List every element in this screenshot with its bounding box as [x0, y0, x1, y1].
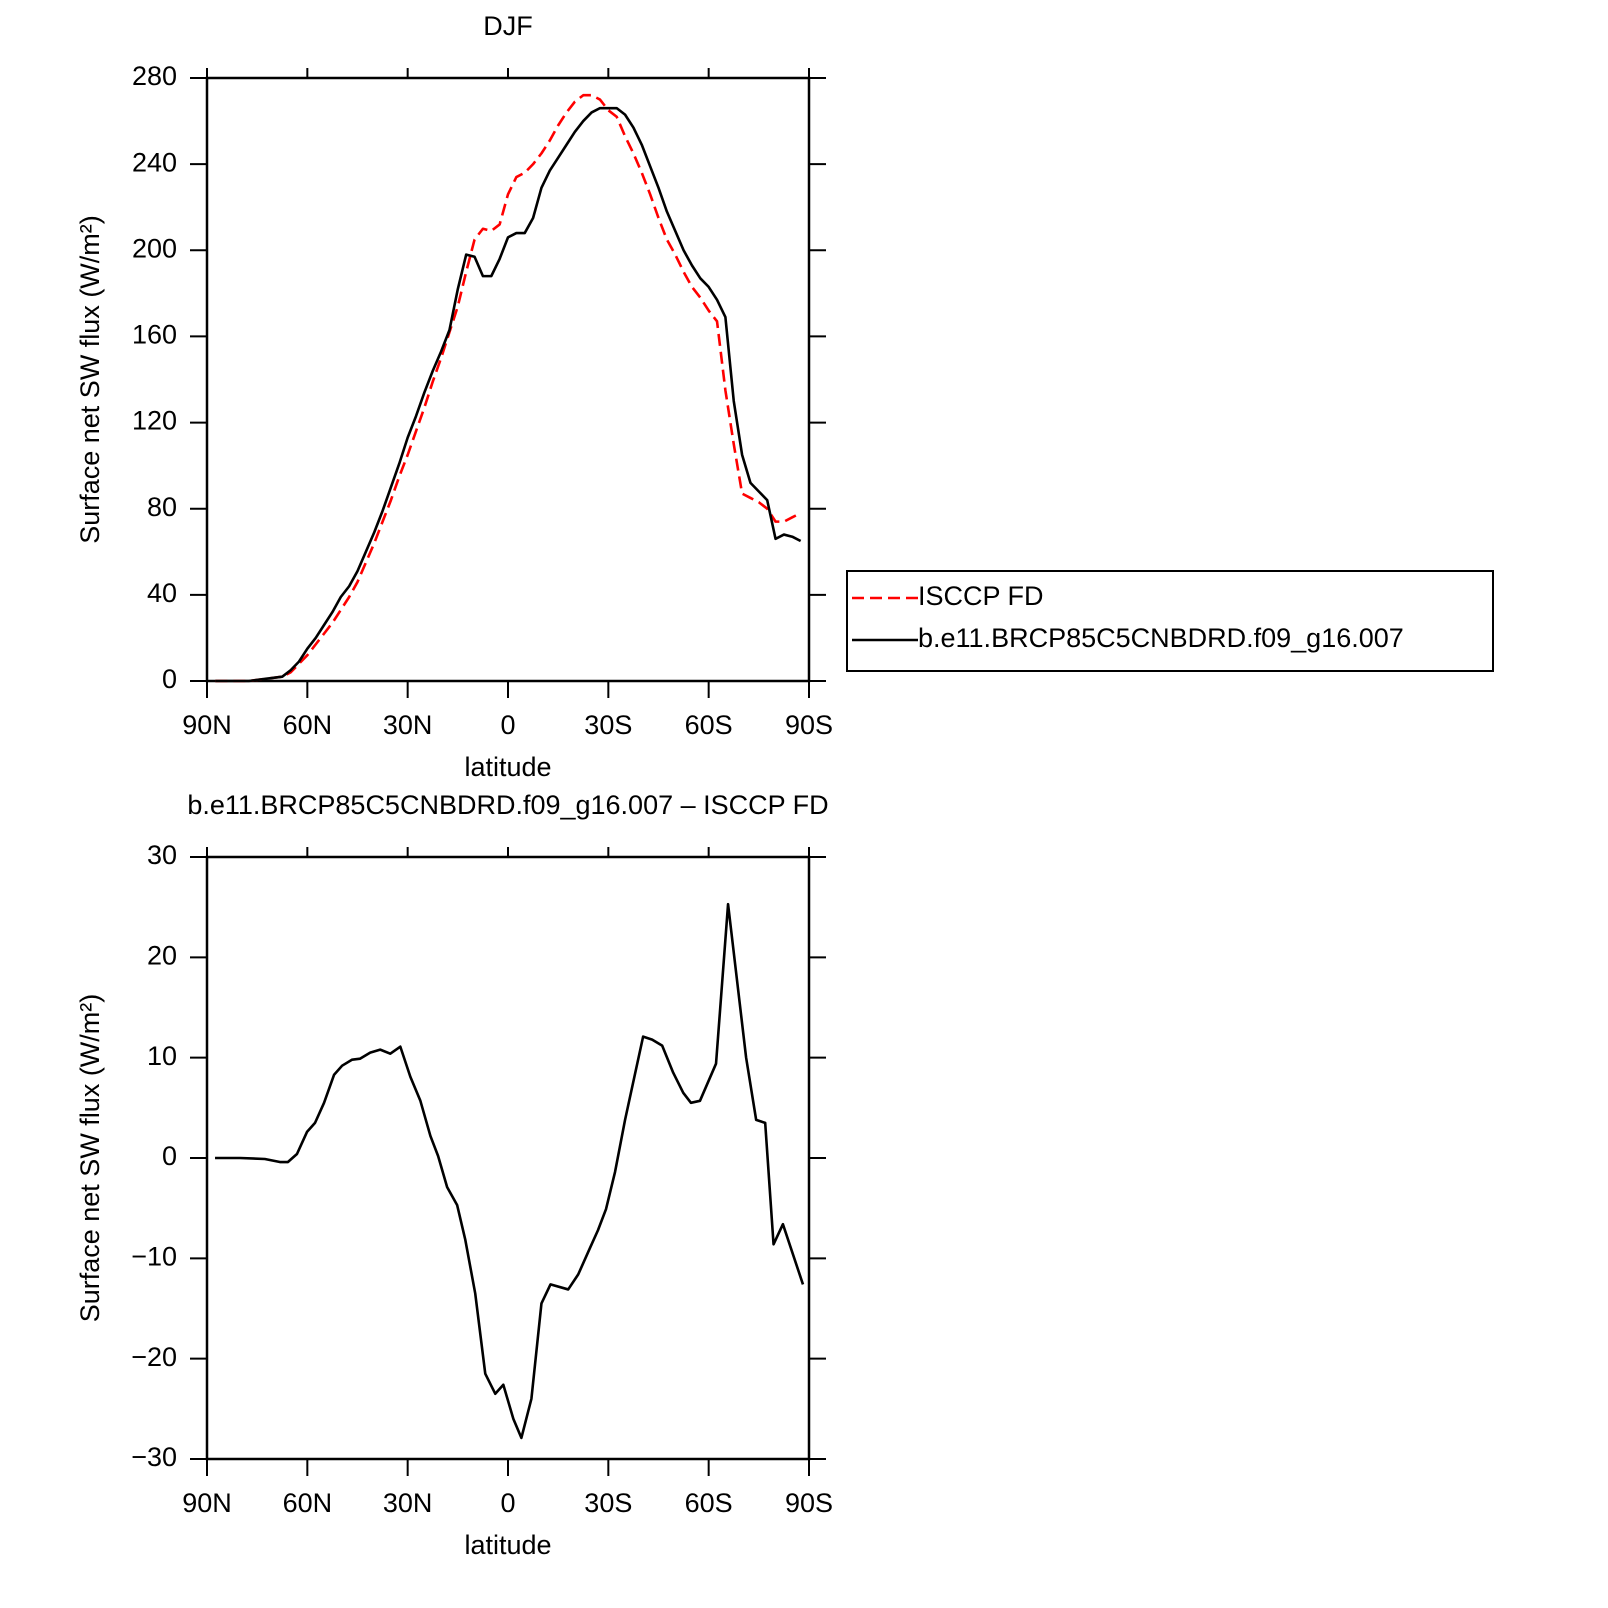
legend-label: b.e11.BRCP85C5CNBDRD.f09_g16.007 [918, 623, 1404, 653]
y-tick-label: 80 [147, 492, 177, 522]
x-tick-label: 30N [383, 710, 433, 740]
x-tick-label: 0 [500, 710, 515, 740]
y-tick-label: −30 [131, 1442, 177, 1472]
y-tick-label: 280 [132, 61, 177, 91]
x-tick-label: 60N [283, 710, 333, 740]
y-tick-label: −10 [131, 1241, 177, 1271]
y-tick-label: 200 [132, 233, 177, 263]
x-tick-label: 0 [500, 1488, 515, 1518]
x-tick-label: 60S [685, 1488, 733, 1518]
x-axis-label: latitude [464, 1530, 551, 1560]
plot-frame [205, 855, 811, 1461]
y-tick-label: 120 [132, 406, 177, 436]
x-tick-label: 30N [383, 1488, 433, 1518]
x-tick-label: 90S [785, 710, 833, 740]
x-axis-label: latitude [464, 752, 551, 782]
y-tick-label: 160 [132, 320, 177, 350]
y-tick-label: 0 [162, 664, 177, 694]
data-line [215, 902, 805, 1440]
x-tick-label: 90N [182, 710, 232, 740]
x-tick-label: 60N [283, 1488, 333, 1518]
y-axis-label: Surface net SW flux (W/m²) [75, 994, 105, 1323]
y-tick-label: 40 [147, 578, 177, 608]
y-tick-label: 30 [147, 840, 177, 870]
y-tick-label: 240 [132, 147, 177, 177]
y-axis-label: Surface net SW flux (W/m²) [75, 215, 105, 544]
x-tick-label: 90S [785, 1488, 833, 1518]
y-tick-label: 10 [147, 1041, 177, 1071]
x-tick-label: 30S [584, 1488, 632, 1518]
data-line [215, 106, 802, 683]
x-tick-label: 60S [685, 710, 733, 740]
data-line [215, 93, 802, 683]
chart-title: DJF [483, 11, 533, 41]
legend-box [846, 570, 1494, 672]
y-tick-label: 0 [162, 1141, 177, 1171]
y-tick-label: 20 [147, 940, 177, 970]
legend-label: ISCCP FD [918, 581, 1044, 611]
y-tick-label: −20 [131, 1342, 177, 1372]
x-tick-label: 90N [182, 1488, 232, 1518]
plot-frame [205, 76, 811, 683]
chart-title: b.e11.BRCP85C5CNBDRD.f09_g16.007 – ISCCP… [187, 790, 828, 820]
x-tick-label: 30S [584, 710, 632, 740]
